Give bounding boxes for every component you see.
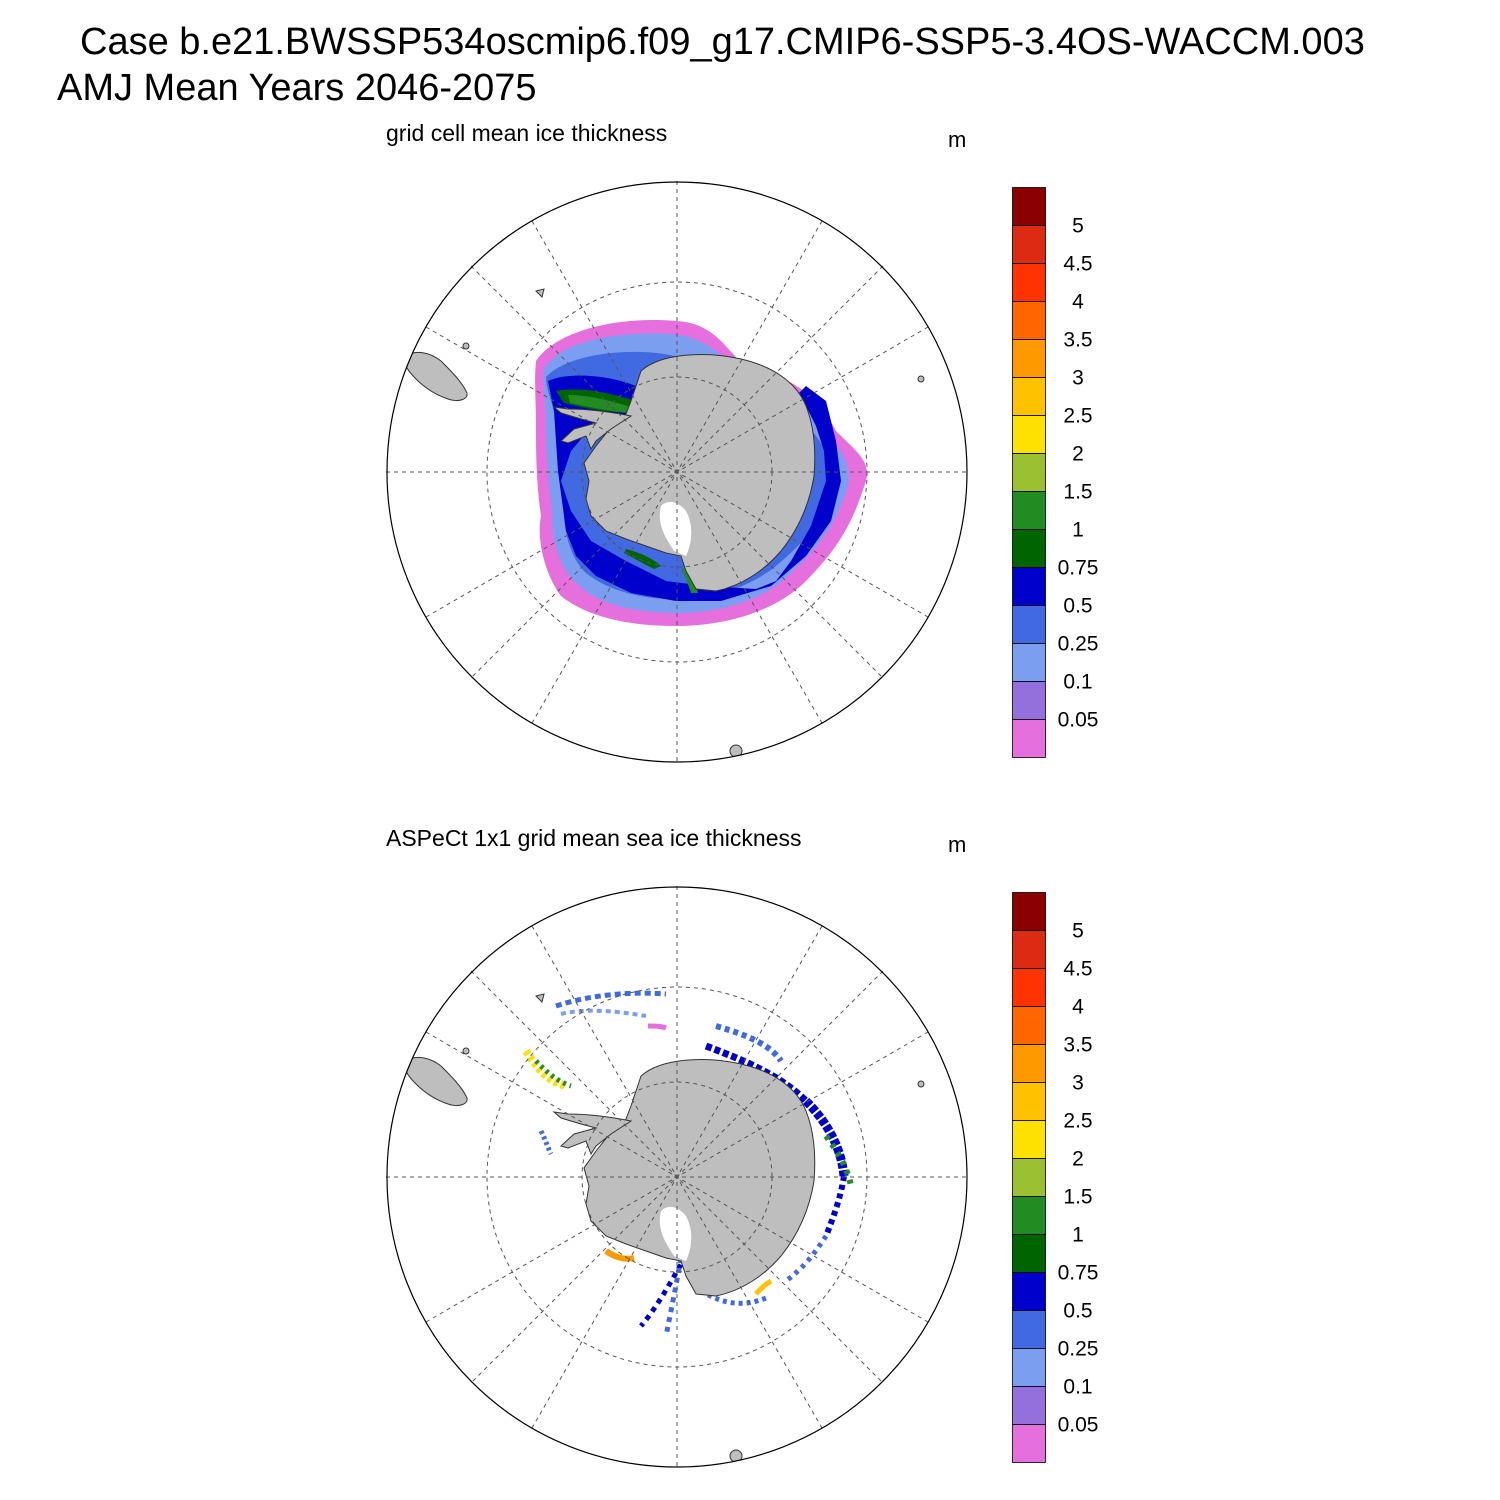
panel-2-colorbar-swatch — [1012, 892, 1046, 931]
panel-2-colorbar-swatch — [1012, 1044, 1046, 1083]
panel-2-colorbar-swatch — [1012, 1234, 1046, 1273]
panel-1-colorbar-tick-label: 0.75 — [1058, 557, 1099, 580]
panel-2-polar-map — [386, 886, 968, 1468]
panel-1-colorbar-swatch — [1012, 681, 1046, 720]
panel-2-colorbar-tick-label: 4 — [1072, 996, 1084, 1019]
panel-2-graticule — [386, 886, 968, 1468]
panel-1-colorbar-swatch — [1012, 263, 1046, 302]
panel-1-colorbar-swatch — [1012, 225, 1046, 264]
panel-2-colorbar-swatch — [1012, 930, 1046, 969]
panel-2-colorbar-swatch — [1012, 968, 1046, 1007]
observation-tracks — [522, 990, 854, 1337]
panel-1-colorbar-tick-label: 3 — [1072, 367, 1084, 390]
south-america-land — [404, 351, 468, 402]
panel-1-colorbar-swatch — [1012, 339, 1046, 378]
panel-2-colorbar-tick-label: 2 — [1072, 1148, 1084, 1171]
panel-2-colorbar-swatch — [1012, 1386, 1046, 1425]
panel-1-colorbar-tick-label: 0.1 — [1063, 671, 1092, 694]
panel-1-colorbar-tick-label: 0.05 — [1058, 709, 1099, 732]
panel-2-map-boundary — [386, 886, 968, 1468]
panel-2-colorbar-tick-label: 0.25 — [1058, 1338, 1099, 1361]
panel-2-colorbar-tick-label: 3.5 — [1063, 1034, 1092, 1057]
panel-2-colorbar-swatch — [1012, 1196, 1046, 1235]
panel-2-colorbar-tick-label: 1 — [1072, 1224, 1084, 1247]
ross-ice-shelf-notch — [659, 501, 692, 556]
panel-2-units: m — [948, 832, 967, 857]
panel-2-colorbar-tick-label: 0.75 — [1058, 1262, 1099, 1285]
panel-1-colorbar-swatch — [1012, 643, 1046, 682]
panel-2-colorbar-tick-label: 0.05 — [1058, 1414, 1099, 1437]
panel-2-colorbar-swatch — [1012, 1272, 1046, 1311]
panel-1-colorbar-swatch — [1012, 187, 1046, 226]
panel-2-colorbar-swatch — [1012, 1006, 1046, 1045]
panel-1-colorbar-swatch — [1012, 301, 1046, 340]
panel-2-colorbar-tick-label: 5 — [1072, 920, 1084, 943]
panel-1-colorbar-swatch — [1012, 605, 1046, 644]
ice-band-1 — [568, 395, 631, 413]
panel-1-colorbar-tick-label: 3.5 — [1063, 329, 1092, 352]
panel-1-colorbar-tick-label: 0.25 — [1058, 633, 1099, 656]
panel-1-colorbar-swatch — [1012, 453, 1046, 492]
panel-1-colorbar-tick-label: 4 — [1072, 291, 1084, 314]
panel-2-colorbar-swatch — [1012, 1158, 1046, 1197]
panel-1-colorbar-tick-label: 5 — [1072, 215, 1084, 238]
panel-2-colorbar-tick-label: 1.5 — [1063, 1186, 1092, 1209]
panel-2-colorbar: 5 4.5 4 3.5 3 2.5 2 1.5 1 0.75 0.5 0.25 0.1 0.05 — [1012, 892, 1099, 1463]
panel-2-colorbar-tick-label: 0.5 — [1063, 1300, 1092, 1323]
panel-1-units: m — [948, 127, 967, 152]
panel-2-colorbar-swatch — [1012, 1424, 1046, 1463]
panel-1-colorbar-swatch — [1012, 415, 1046, 454]
panel-1-colorbar-swatch — [1012, 491, 1046, 530]
south-america-land — [404, 1056, 468, 1107]
panel-1-colorbar: 5 4.5 4 3.5 3 2.5 2 1.5 1 0.75 0.5 0.25 0.1 0.05 — [1012, 187, 1099, 758]
panel-2-colorbar-swatch — [1012, 1120, 1046, 1159]
panel-2-title: ASPeCt 1x1 grid mean sea ice thickness — [386, 825, 802, 851]
ross-ice-shelf-notch — [659, 1206, 692, 1261]
panel-2-colorbar-tick-label: 0.1 — [1063, 1376, 1092, 1399]
panel-1-colorbar-swatch — [1012, 567, 1046, 606]
panel-1-colorbar-swatch — [1012, 529, 1046, 568]
panel-1-graticule — [386, 181, 968, 763]
antarctica-land — [583, 354, 816, 592]
figure-title-period: AMJ Mean Years 2046-2075 — [57, 67, 537, 109]
panel-1-title: grid cell mean ice thickness — [386, 120, 668, 146]
antarctica-land — [583, 1059, 816, 1297]
panel-1-colorbar-tick-label: 2.5 — [1063, 405, 1092, 428]
figure-title-case: Case b.e21.BWSSP534oscmip6.f09_g17.CMIP6… — [80, 21, 1365, 63]
panel-1-colorbar-tick-label: 1.5 — [1063, 481, 1092, 504]
panel-1-colorbar-tick-label: 2 — [1072, 443, 1084, 466]
panel-1-colorbar-swatch — [1012, 377, 1046, 416]
panel-1-colorbar-tick-label: 0.5 — [1063, 595, 1092, 618]
panel-1-polar-map — [386, 181, 968, 763]
panel-1-colorbar-tick-label: 1 — [1072, 519, 1084, 542]
panel-2-colorbar-swatch — [1012, 1082, 1046, 1121]
panel-1-colorbar-swatch — [1012, 719, 1046, 758]
panel-1-map-boundary — [386, 181, 968, 763]
panel-2-colorbar-tick-label: 3 — [1072, 1072, 1084, 1095]
panel-1-colorbar-tick-label: 4.5 — [1063, 253, 1092, 276]
ice-band-ross — [624, 549, 661, 569]
panel-2-colorbar-swatch — [1012, 1348, 1046, 1387]
panel-2-colorbar-tick-label: 2.5 — [1063, 1110, 1092, 1133]
panel-2-colorbar-tick-label: 4.5 — [1063, 958, 1092, 981]
panel-2-colorbar-swatch — [1012, 1310, 1046, 1349]
